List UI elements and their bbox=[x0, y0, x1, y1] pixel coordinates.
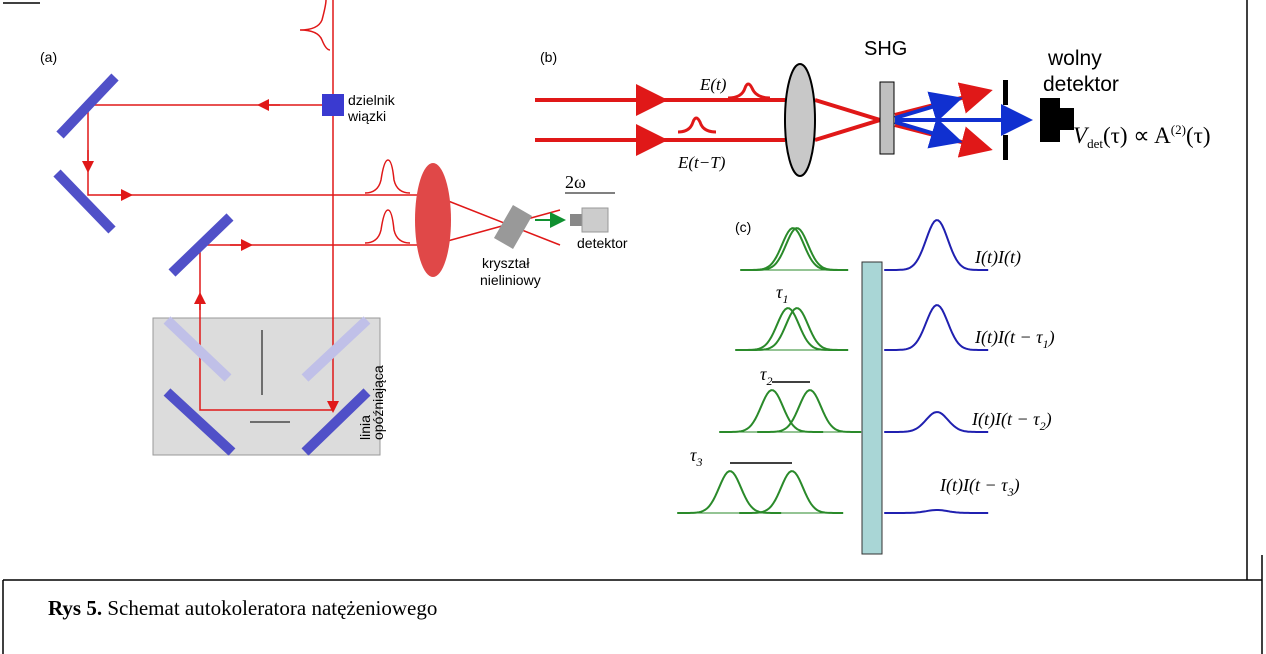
f: ) bbox=[1013, 475, 1020, 496]
delay: τ2 bbox=[760, 364, 772, 388]
label: detektor bbox=[577, 235, 628, 251]
pulse bbox=[744, 227, 849, 271]
label: kryształ bbox=[482, 255, 530, 271]
label: wolny bbox=[1047, 47, 1102, 70]
product-pulse bbox=[884, 411, 989, 433]
formula: I(t)I(t − τ3) bbox=[939, 475, 1020, 499]
f: 2 bbox=[1040, 419, 1046, 433]
formula: I(t)I(t − τ1) bbox=[974, 327, 1055, 351]
f: det bbox=[1087, 136, 1103, 151]
beams-a bbox=[82, 0, 561, 413]
label: (b) bbox=[540, 49, 557, 65]
f: V bbox=[1073, 123, 1090, 148]
caption-text: Schemat autokoleratora natężeniowego bbox=[107, 596, 437, 620]
mirrors bbox=[53, 73, 371, 456]
label: wiązki bbox=[347, 108, 386, 124]
pulse bbox=[677, 470, 782, 514]
f: I(t)I(t) bbox=[974, 247, 1021, 268]
caption: Rys 5. Schemat autokoleratora natężeniow… bbox=[48, 596, 437, 620]
label: dzielnik bbox=[348, 92, 396, 108]
pulse bbox=[739, 470, 844, 514]
shg-crystal bbox=[879, 81, 895, 155]
caption-label: Rys 5. bbox=[48, 596, 102, 620]
label: (c) bbox=[735, 219, 751, 235]
delay: τ3 bbox=[690, 445, 702, 469]
pulse bbox=[744, 307, 849, 351]
pulse bbox=[735, 307, 840, 351]
formula: I(t)I(t − τ2) bbox=[971, 409, 1052, 433]
f: 1 bbox=[782, 292, 788, 306]
product-pulse bbox=[884, 219, 989, 271]
lens bbox=[415, 163, 451, 277]
label: 2ω bbox=[565, 172, 586, 192]
label: (a) bbox=[40, 49, 57, 65]
label: linia bbox=[357, 415, 373, 440]
f: 1 bbox=[1043, 337, 1049, 351]
pulse bbox=[719, 389, 824, 433]
f: τ bbox=[760, 364, 767, 384]
f: ) bbox=[1045, 409, 1052, 430]
label: detektor bbox=[1043, 73, 1119, 96]
label: opóźniająca bbox=[370, 365, 386, 440]
slow-detector bbox=[1003, 80, 1074, 160]
beams-b bbox=[535, 82, 993, 158]
crystal bbox=[493, 205, 533, 249]
f: I(t)I(t − τ bbox=[971, 409, 1040, 430]
label: E(t−T) bbox=[677, 153, 726, 172]
f: ) bbox=[1048, 327, 1055, 348]
stage-arrows bbox=[250, 330, 290, 423]
f: (τ) ∝ A bbox=[1103, 123, 1171, 148]
f: 3 bbox=[695, 455, 702, 469]
formula: Vdet(τ) ∝ A(2)(τ) bbox=[1073, 122, 1211, 151]
f: 3 bbox=[1007, 485, 1014, 499]
detector-a bbox=[570, 214, 582, 226]
pulse bbox=[740, 227, 845, 271]
f: τ bbox=[776, 282, 783, 302]
formula: I(t)I(t) bbox=[974, 247, 1021, 268]
product-pulse bbox=[884, 304, 989, 351]
label: SHG bbox=[864, 38, 907, 60]
label: nieliniowy bbox=[480, 272, 541, 288]
f: I(t)I(t − τ bbox=[939, 475, 1008, 496]
beam-splitter bbox=[322, 94, 344, 116]
product-pulse bbox=[884, 509, 989, 514]
sh-beams bbox=[894, 91, 1033, 149]
detector-a-body bbox=[581, 207, 609, 233]
bar bbox=[861, 261, 883, 555]
lens-b bbox=[784, 63, 816, 177]
f: (2) bbox=[1171, 122, 1186, 137]
f: I(t)I(t − τ bbox=[974, 327, 1043, 348]
f: (τ) bbox=[1186, 123, 1211, 148]
pulse bbox=[757, 389, 862, 433]
delay: τ1 bbox=[776, 282, 788, 306]
f: 2 bbox=[766, 374, 772, 388]
f: τ bbox=[690, 445, 697, 465]
label: E(t) bbox=[699, 75, 727, 94]
